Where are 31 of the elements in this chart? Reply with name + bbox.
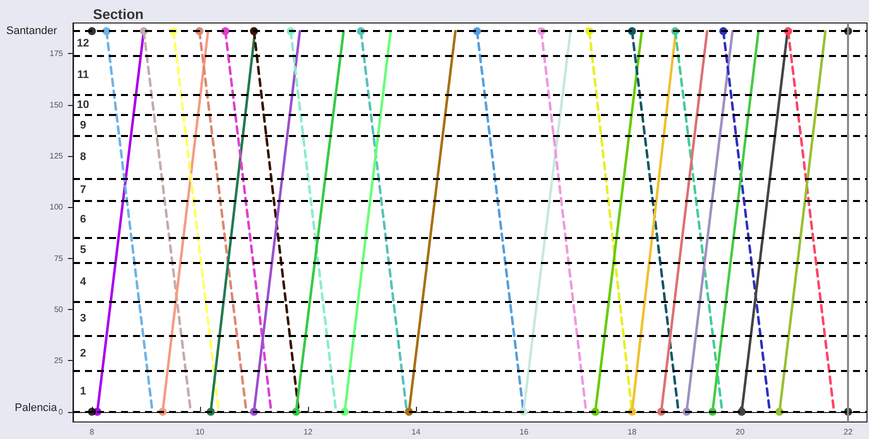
y-tick-label: 125 xyxy=(50,152,64,160)
x-tick-label: 14 xyxy=(412,428,421,436)
y-tick-label: 0 xyxy=(58,407,64,416)
y-tick-label: 100 xyxy=(50,202,64,212)
y-tick-label: 175 xyxy=(50,49,64,58)
annotation: 12 xyxy=(76,37,90,50)
annotation: 9 xyxy=(80,119,86,132)
x-tick-label: 8 xyxy=(90,428,95,436)
annotation: 6 xyxy=(80,213,86,226)
x-tick-label: 18 xyxy=(628,428,638,436)
text: Palencia xyxy=(14,402,58,414)
annotation: 1 xyxy=(80,385,86,398)
x-tick-label: 20 xyxy=(736,428,746,436)
chart-title: Section xyxy=(93,6,144,22)
annotation: 7 xyxy=(80,184,86,196)
x-tick-label: 12 xyxy=(304,428,313,436)
annotation: 4 xyxy=(80,276,87,288)
x-tick-label: 16 xyxy=(520,428,530,436)
annotation: 8 xyxy=(80,151,86,164)
y-tick-label: 150 xyxy=(50,100,64,110)
x-tick-label: 22 xyxy=(844,428,854,436)
y-tick-label: 75 xyxy=(54,254,64,263)
y-tick-label: 25 xyxy=(54,356,64,366)
annotation: 3 xyxy=(80,312,86,325)
annotation: 5 xyxy=(80,244,86,256)
annotation: 11 xyxy=(77,69,89,82)
annotation: 10 xyxy=(76,98,90,111)
text: Santander xyxy=(6,25,58,38)
y-tick-label: 50 xyxy=(54,304,64,314)
x-tick-label: 10 xyxy=(195,428,205,436)
annotation: 2 xyxy=(80,347,86,360)
